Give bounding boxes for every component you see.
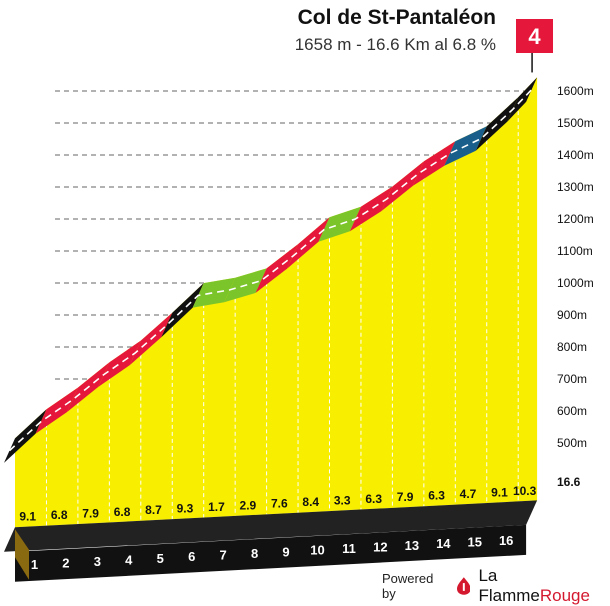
altitude-tick-label: 600m: [557, 404, 587, 418]
road-segment-7: [192, 277, 236, 308]
road-segment-10: [287, 217, 330, 269]
gradient-label: 2.9: [240, 498, 257, 512]
km-marker-label: 16: [499, 533, 513, 548]
km-marker-label: 4: [125, 552, 133, 567]
end-km-label: 16.6: [557, 475, 581, 489]
road-segment-12: [349, 186, 393, 232]
altitude-tick-label: 800m: [557, 340, 587, 354]
road-segment-16: [475, 97, 519, 151]
gradient-label: 3.3: [334, 493, 351, 507]
chart-subtitle: 1658 m - 16.6 Km al 6.8 %: [294, 35, 496, 54]
km-marker-label: 5: [157, 551, 164, 566]
base-front-face: [15, 524, 527, 582]
category-badge-label: 4: [528, 24, 541, 49]
gradient-label: 7.6: [271, 497, 288, 511]
altitude-tick-label: 1600m: [557, 84, 594, 98]
altitude-tick-label: 1400m: [557, 148, 594, 162]
gradient-label: 9.1: [491, 485, 508, 499]
gradient-label: 6.8: [51, 508, 68, 522]
road-segment-11: [318, 206, 361, 242]
gradient-label: 8.7: [145, 503, 162, 517]
base-top-band: [4, 500, 538, 552]
road-segment-6: [161, 283, 204, 338]
altitude-tick-label: 700m: [557, 372, 587, 386]
altitude-tick-label: 900m: [557, 308, 587, 322]
km-marker-label: 6: [188, 549, 195, 564]
gradient-label: 7.9: [397, 490, 414, 504]
gradient-label: 10.3: [513, 484, 537, 498]
altitude-tick-label: 1000m: [557, 276, 594, 290]
altitude-tick-label: 1100m: [557, 244, 593, 258]
gradient-label: 9.3: [177, 502, 194, 516]
gradient-label: 8.4: [302, 495, 319, 509]
km-marker-label: 1: [31, 557, 38, 572]
km-marker-label: 8: [251, 546, 258, 561]
gradient-label: 6.8: [114, 505, 131, 519]
base-left-side: [15, 529, 29, 580]
chart-title: Col de St-Pantaléon: [297, 6, 496, 29]
km-marker-label: 13: [405, 538, 419, 553]
gradient-label: 4.7: [460, 487, 477, 501]
km-marker-label: 11: [342, 541, 356, 556]
gradient-label: 1.7: [208, 500, 225, 514]
altitude-tick-label: 1200m: [557, 212, 594, 226]
powered-by-label: Powered by: [382, 571, 434, 601]
road-segment-1: [4, 409, 47, 463]
km-marker-label: 14: [436, 536, 451, 551]
category-badge: [516, 19, 553, 53]
gradient-label: 9.1: [19, 510, 36, 524]
km-marker-label: 15: [468, 535, 482, 550]
road-segment-4: [98, 340, 141, 387]
footer-branding: Powered by La FlammeRouge: [382, 566, 610, 606]
road-centerline: [8, 89, 533, 452]
km-marker-label: 12: [373, 539, 387, 554]
gradient-label: 6.3: [428, 489, 445, 503]
la-flamme-rouge-logo-icon: [456, 577, 471, 595]
km-marker-label: 3: [94, 554, 101, 569]
km-marker-label: 7: [220, 548, 227, 563]
gradient-label: 6.3: [365, 492, 382, 506]
altitude-tick-label: 1500m: [557, 116, 594, 130]
altitude-tick-label: 1300m: [557, 180, 594, 194]
km-marker-label: 2: [62, 556, 69, 571]
km-marker-label: 9: [282, 544, 289, 559]
brand-name: La FlammeRouge: [478, 566, 590, 605]
gradient-label: 7.9: [82, 506, 99, 520]
km-marker-label: 10: [310, 543, 324, 558]
altitude-tick-label: 500m: [557, 436, 587, 450]
